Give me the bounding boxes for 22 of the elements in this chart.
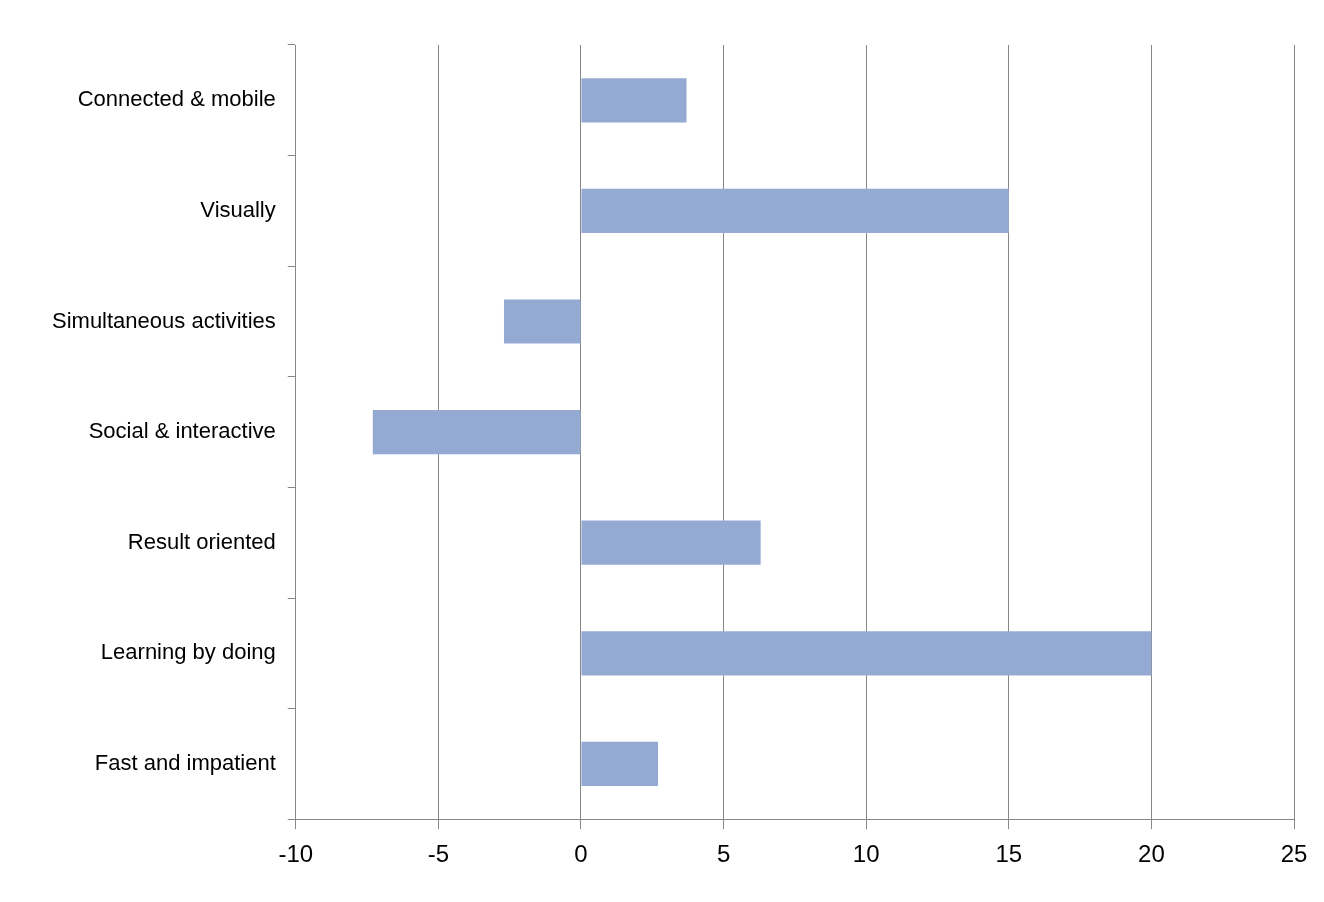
x-tick-label: 10: [852, 840, 880, 868]
bar: [581, 188, 1009, 234]
y-tick-label: Connected & mobile: [77, 86, 276, 112]
y-tick-label: Learning by doing: [100, 639, 276, 665]
y-tick-label: Visually: [200, 196, 276, 222]
bar: [581, 631, 1152, 676]
y-tick-label: Social & interactive: [88, 418, 276, 444]
x-tick-label: 0: [574, 840, 588, 868]
x-tick-label: 15: [995, 840, 1023, 868]
x-tick-label: 5: [716, 840, 731, 868]
y-tick-label: Simultaneous activities: [51, 307, 276, 333]
x-tick-label: -5: [427, 840, 450, 868]
y-tick-label: Fast and impatient: [94, 749, 276, 775]
bar: [581, 520, 761, 565]
bar: [581, 78, 687, 123]
bar: [372, 409, 581, 455]
bar: [581, 741, 658, 787]
x-tick-label: 25: [1280, 840, 1308, 868]
bar: [503, 299, 581, 344]
y-tick-label: Result oriented: [127, 528, 276, 554]
x-tick-label: 20: [1138, 840, 1165, 868]
x-tick-label: -10: [278, 840, 314, 868]
